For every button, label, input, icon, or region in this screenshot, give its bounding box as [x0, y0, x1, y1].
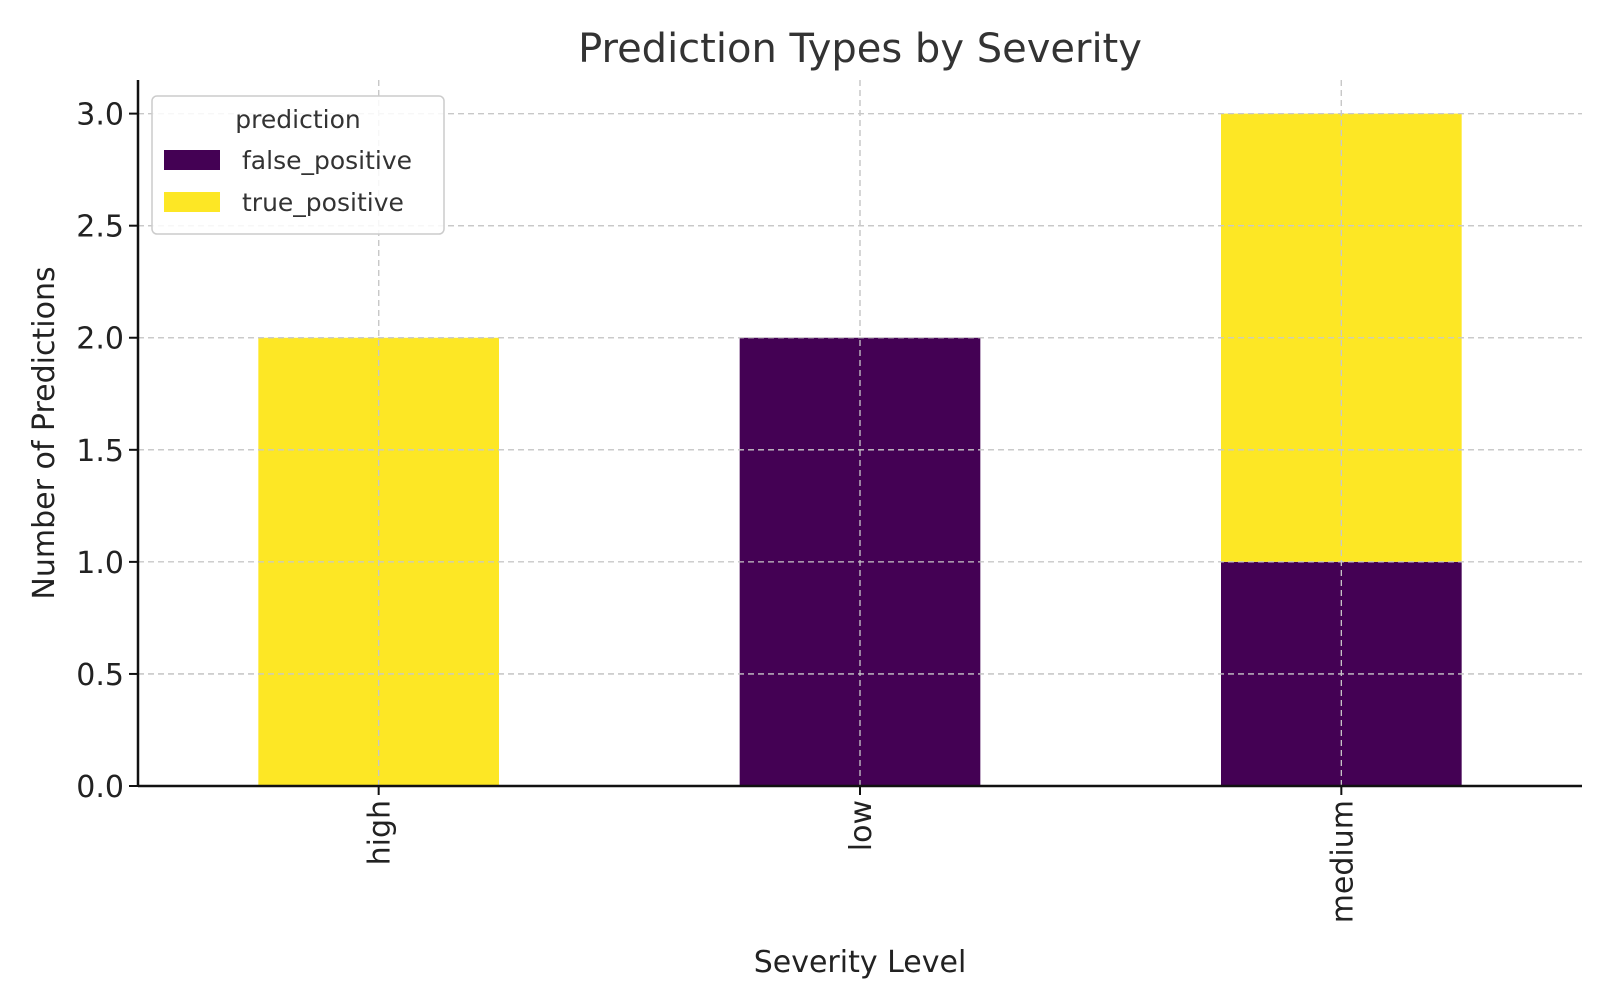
x-axis-label: Severity Level	[754, 945, 967, 980]
legend-swatch-true_positive	[164, 192, 220, 212]
legend-frame	[151, 95, 445, 235]
y-tick-label: 2.5	[76, 210, 124, 245]
bars-layer	[138, 80, 1582, 786]
y-tick-label: 0.5	[76, 658, 124, 693]
y-tick-label: 1.5	[76, 434, 124, 469]
x-tick-label-low: low	[844, 800, 879, 851]
y-tick-label: 0.0	[76, 770, 124, 805]
x-tick-label-high: high	[363, 800, 398, 865]
y-axis-label: Number of Predictions	[27, 266, 62, 599]
legend: prediction false_positive true_positive	[151, 95, 445, 235]
x-ticks: high low medium	[363, 786, 1360, 923]
x-tick-label-medium: medium	[1325, 800, 1360, 923]
legend-label-true_positive: true_positive	[242, 188, 404, 217]
y-tick-label: 1.0	[76, 546, 124, 581]
legend-label-false_positive: false_positive	[242, 146, 412, 175]
chart-title: Prediction Types by Severity	[578, 26, 1142, 72]
legend-title: prediction	[235, 105, 360, 134]
y-tick-label: 3.0	[76, 98, 124, 133]
y-ticks: 0.0 0.5 1.0 1.5 2.0 2.5 3.0	[76, 98, 138, 805]
legend-swatch-false_positive	[164, 150, 220, 170]
y-tick-label: 2.0	[76, 322, 124, 357]
